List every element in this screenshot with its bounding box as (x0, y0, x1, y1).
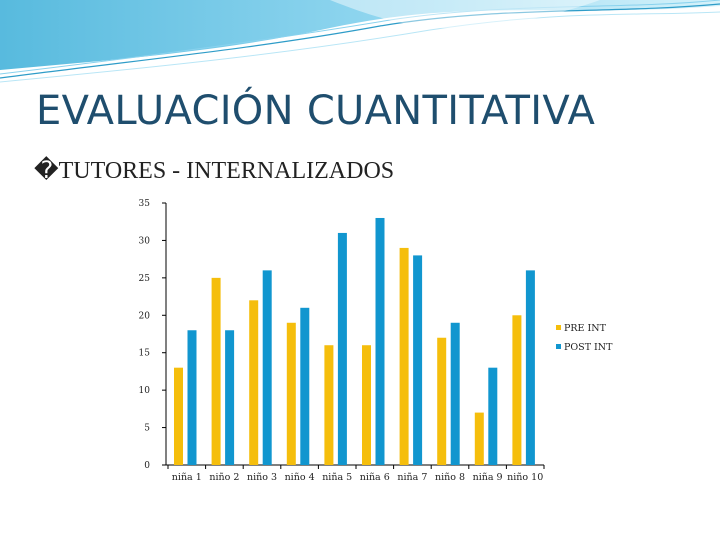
bar-post-int (413, 255, 423, 465)
bar-pre-int (249, 300, 259, 465)
bar-pre-int (286, 322, 296, 465)
bar-post-int (450, 322, 460, 465)
header-wave-decoration (0, 0, 720, 83)
x-tick-label: niña 5 (322, 472, 352, 483)
bar-pre-int (211, 277, 221, 465)
bar-post-int (187, 330, 197, 465)
y-tick-label: 5 (144, 424, 150, 434)
bar-post-int (225, 330, 235, 465)
legend-swatch (556, 344, 561, 349)
legend-label: PRE INT (564, 323, 607, 334)
bar-post-int (262, 270, 272, 465)
bar-pre-int (324, 345, 334, 465)
x-tick-label: niño 10 (507, 472, 543, 483)
bar-pre-int (437, 337, 447, 465)
x-tick-label: niña 6 (360, 472, 390, 483)
bar-post-int (337, 232, 347, 465)
y-tick-label: 20 (139, 311, 151, 321)
bar-pre-int (474, 412, 484, 465)
x-tick-label: niño 2 (209, 472, 239, 483)
bar-post-int (300, 307, 310, 465)
y-tick-label: 35 (139, 199, 151, 209)
slide-subtitle: �TUTORES - INTERNALIZADOS (34, 158, 395, 184)
x-tick-label: niño 8 (435, 472, 465, 483)
x-tick-label: niña 7 (397, 472, 427, 483)
x-tick-label: niño 4 (285, 472, 315, 483)
legend-label: POST INT (564, 342, 613, 353)
x-tick-label: niña 9 (473, 472, 503, 483)
y-tick-label: 30 (139, 236, 151, 246)
bar-post-int (525, 270, 535, 465)
x-tick-label: niña 1 (172, 472, 202, 483)
bar-pre-int (174, 367, 183, 465)
bar-pre-int (512, 315, 522, 465)
bar-pre-int (399, 247, 409, 465)
y-tick-label: 25 (139, 274, 151, 284)
slide-title: EVALUACIÓN CUANTITATIVA (36, 88, 596, 134)
y-tick-label: 10 (139, 386, 151, 396)
bar-pre-int (362, 345, 371, 465)
x-tick-label: niño 3 (247, 472, 277, 483)
bar-post-int (488, 367, 498, 465)
legend-swatch (556, 325, 561, 330)
y-tick-label: 15 (139, 349, 151, 359)
bar-post-int (375, 217, 385, 465)
y-tick-label: 0 (144, 461, 150, 471)
